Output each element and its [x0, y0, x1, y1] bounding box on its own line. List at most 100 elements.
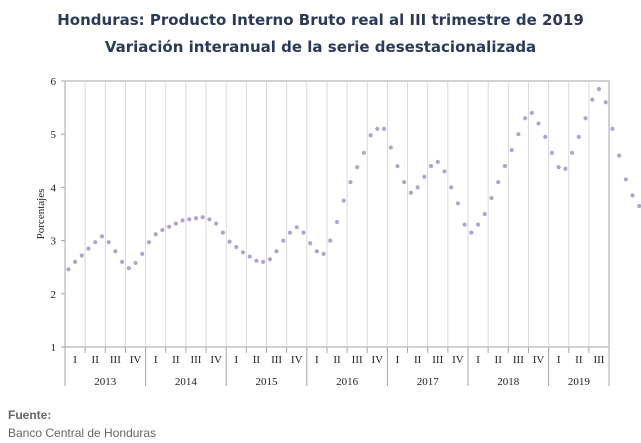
data-point: [99, 234, 105, 239]
x-quarter-label: III: [190, 354, 201, 366]
data-point: [355, 165, 360, 170]
x-quarter-label: III: [593, 354, 604, 366]
data-point: [281, 238, 286, 243]
data-point: [254, 258, 259, 263]
data-point: [247, 254, 252, 259]
y-tick-label: 6: [51, 76, 57, 88]
data-point: [543, 134, 548, 139]
data-point: [442, 169, 447, 174]
x-quarter-label: II: [575, 354, 583, 366]
data-point: [220, 230, 225, 235]
x-quarter-label: I: [315, 354, 319, 366]
data-point: [308, 241, 313, 246]
data-point: [469, 230, 474, 235]
data-point: [455, 201, 461, 206]
data-point: [509, 148, 514, 153]
x-year-label: 2017: [417, 376, 440, 388]
data-point: [341, 198, 346, 203]
data-point: [361, 150, 366, 155]
data-point: [623, 177, 628, 182]
data-point: [146, 240, 152, 245]
data-point: [328, 238, 333, 243]
data-point: [113, 249, 118, 254]
x-quarter-label: IV: [533, 354, 545, 366]
chart-subtitle: Variación interanual de la serie desesta…: [104, 38, 537, 56]
data-point: [462, 222, 467, 227]
data-point: [93, 240, 98, 245]
x-year-label: 2019: [568, 376, 591, 388]
data-point: [637, 203, 641, 209]
data-point: [79, 253, 84, 258]
x-quarter-label: IV: [452, 354, 464, 366]
data-point: [381, 126, 387, 131]
x-quarter-label: I: [73, 354, 77, 366]
x-year-label: 2014: [175, 376, 198, 388]
x-quarter-label: IV: [130, 354, 142, 366]
data-point: [160, 227, 165, 233]
chart-title: Honduras: Producto Interno Bruto real al…: [57, 11, 584, 29]
data-point: [119, 259, 125, 264]
data-point: [267, 257, 272, 262]
data-point: [428, 164, 434, 169]
data-point: [516, 132, 521, 137]
data-point: [106, 240, 111, 245]
data-point: [234, 244, 239, 250]
data-point: [321, 251, 326, 256]
data-point: [173, 221, 178, 226]
data-point: [563, 166, 568, 171]
data-point: [536, 121, 541, 126]
x-quarter-label: I: [476, 354, 480, 366]
data-point: [153, 232, 158, 237]
source-title: Fuente:: [8, 408, 52, 422]
x-quarter-label: III: [513, 354, 524, 366]
data-point: [180, 218, 185, 223]
data-point: [274, 249, 279, 254]
x-year-label: 2015: [256, 376, 279, 388]
data-point: [408, 190, 414, 195]
data-point: [603, 100, 608, 105]
data-point: [261, 259, 266, 264]
data-point: [227, 239, 232, 244]
data-point: [570, 150, 575, 155]
x-quarter-label: II: [333, 354, 341, 366]
x-quarter-label: IV: [291, 354, 303, 366]
x-quarter-label: III: [110, 354, 121, 366]
x-quarter-label: III: [271, 354, 282, 366]
data-point: [590, 97, 595, 102]
data-point: [240, 250, 246, 255]
data-point: [348, 179, 353, 185]
data-point: [395, 164, 400, 169]
data-point: [596, 86, 602, 92]
plot-area: [64, 80, 610, 348]
data-point: [556, 165, 561, 170]
x-quarter-label: II: [253, 354, 261, 366]
data-point: [449, 185, 454, 190]
data-point: [368, 133, 373, 138]
x-quarter-label: II: [92, 354, 100, 366]
y-axis-label: Porcentajes: [35, 189, 47, 240]
data-point: [66, 267, 71, 272]
data-point: [287, 230, 293, 235]
y-tick-label: 3: [51, 236, 57, 248]
data-point: [529, 110, 534, 116]
data-point: [422, 174, 427, 179]
data-point: [496, 179, 501, 185]
data-point: [214, 221, 219, 226]
data-point: [630, 193, 635, 198]
data-point: [415, 185, 420, 190]
data-point: [334, 219, 340, 225]
data-point: [375, 126, 380, 131]
x-quarter-label: IV: [372, 354, 384, 366]
data-point: [200, 215, 205, 220]
source-text: Banco Central de Honduras: [8, 426, 157, 440]
data-point: [482, 211, 487, 217]
data-point: [133, 260, 138, 266]
y-tick-label: 1: [51, 342, 57, 354]
x-year-label: 2018: [497, 376, 520, 388]
data-point: [167, 224, 172, 229]
data-point: [126, 266, 131, 271]
x-quarter-label: III: [432, 354, 443, 366]
x-quarter-label: II: [495, 354, 503, 366]
data-point: [187, 217, 192, 222]
